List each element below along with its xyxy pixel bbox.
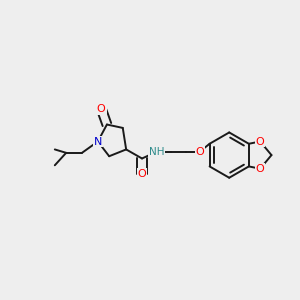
Text: O: O bbox=[97, 104, 106, 114]
Text: O: O bbox=[256, 136, 265, 146]
Text: O: O bbox=[256, 164, 265, 174]
Text: NH: NH bbox=[149, 147, 164, 157]
Text: O: O bbox=[138, 169, 146, 179]
Text: O: O bbox=[195, 147, 204, 157]
Text: N: N bbox=[94, 136, 102, 146]
